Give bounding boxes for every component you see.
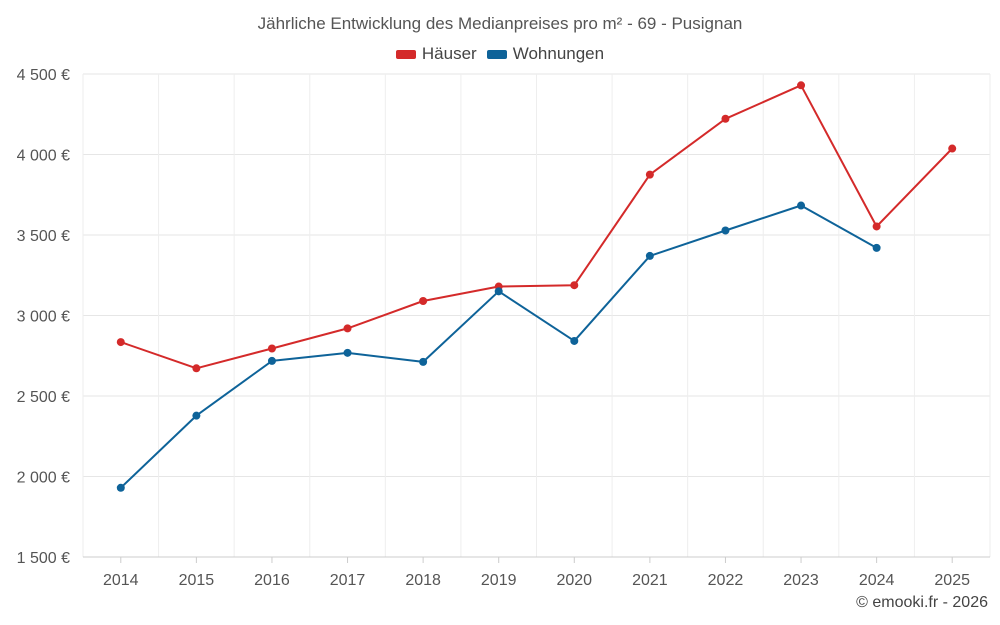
data-point-haeuser — [419, 297, 428, 306]
legend-item-wohnungen[interactable]: Wohnungen — [486, 44, 605, 64]
x-tick-label: 2014 — [103, 572, 139, 589]
x-tick-label: 2020 — [556, 572, 592, 589]
data-point-haeuser — [872, 222, 881, 231]
legend: Häuser Wohnungen — [0, 44, 1000, 64]
x-tick-label: 2019 — [481, 572, 517, 589]
chart-title: Jährliche Entwicklung des Medianpreises … — [257, 14, 743, 33]
data-point-wohnungen — [116, 483, 125, 492]
data-point-haeuser — [570, 281, 579, 290]
y-tick-label: 3 500 € — [17, 228, 70, 245]
x-tick-label: 2015 — [179, 572, 215, 589]
y-tick-label: 2 000 € — [17, 470, 70, 487]
legend-label-haeuser: Häuser — [421, 44, 477, 63]
data-point-haeuser — [343, 324, 352, 333]
x-tick-label: 2025 — [934, 572, 970, 589]
x-tick-label: 2016 — [254, 572, 290, 589]
data-point-haeuser — [797, 81, 806, 90]
y-tick-label: 3 000 € — [17, 309, 70, 326]
y-tick-label: 1 500 € — [17, 550, 70, 567]
data-point-wohnungen — [797, 201, 806, 210]
data-point-wohnungen — [872, 243, 881, 252]
legend-swatch-haeuser — [395, 49, 416, 59]
x-tick-label: 2023 — [783, 572, 819, 589]
data-point-wohnungen — [343, 348, 352, 357]
x-tick-label: 2021 — [632, 572, 668, 589]
x-tick-label: 2022 — [708, 572, 744, 589]
y-tick-label: 4 500 € — [17, 67, 70, 84]
data-point-haeuser — [267, 344, 276, 353]
y-tick-label: 4 000 € — [17, 148, 70, 165]
x-tick-label: 2024 — [859, 572, 895, 589]
data-point-wohnungen — [645, 251, 654, 260]
data-point-wohnungen — [570, 336, 579, 345]
data-point-haeuser — [645, 170, 654, 179]
data-point-haeuser — [721, 114, 730, 123]
x-tick-label: 2018 — [405, 572, 441, 589]
series-line-haeuser — [120, 84, 953, 370]
data-point-wohnungen — [419, 357, 428, 366]
legend-label-wohnungen: Wohnungen — [512, 44, 605, 63]
y-tick-label: 2 500 € — [17, 389, 70, 406]
data-point-wohnungen — [267, 356, 276, 365]
credit-text: © emooki.fr - 2026 — [856, 594, 988, 611]
x-tick-label: 2017 — [330, 572, 366, 589]
legend-item-haeuser[interactable]: Häuser — [395, 44, 477, 64]
data-point-haeuser — [192, 364, 201, 373]
legend-swatch-wohnungen — [486, 49, 507, 59]
data-point-wohnungen — [721, 226, 730, 235]
data-point-wohnungen — [192, 411, 201, 420]
data-point-haeuser — [116, 338, 125, 347]
data-point-haeuser — [948, 144, 957, 153]
data-point-wohnungen — [494, 287, 503, 296]
